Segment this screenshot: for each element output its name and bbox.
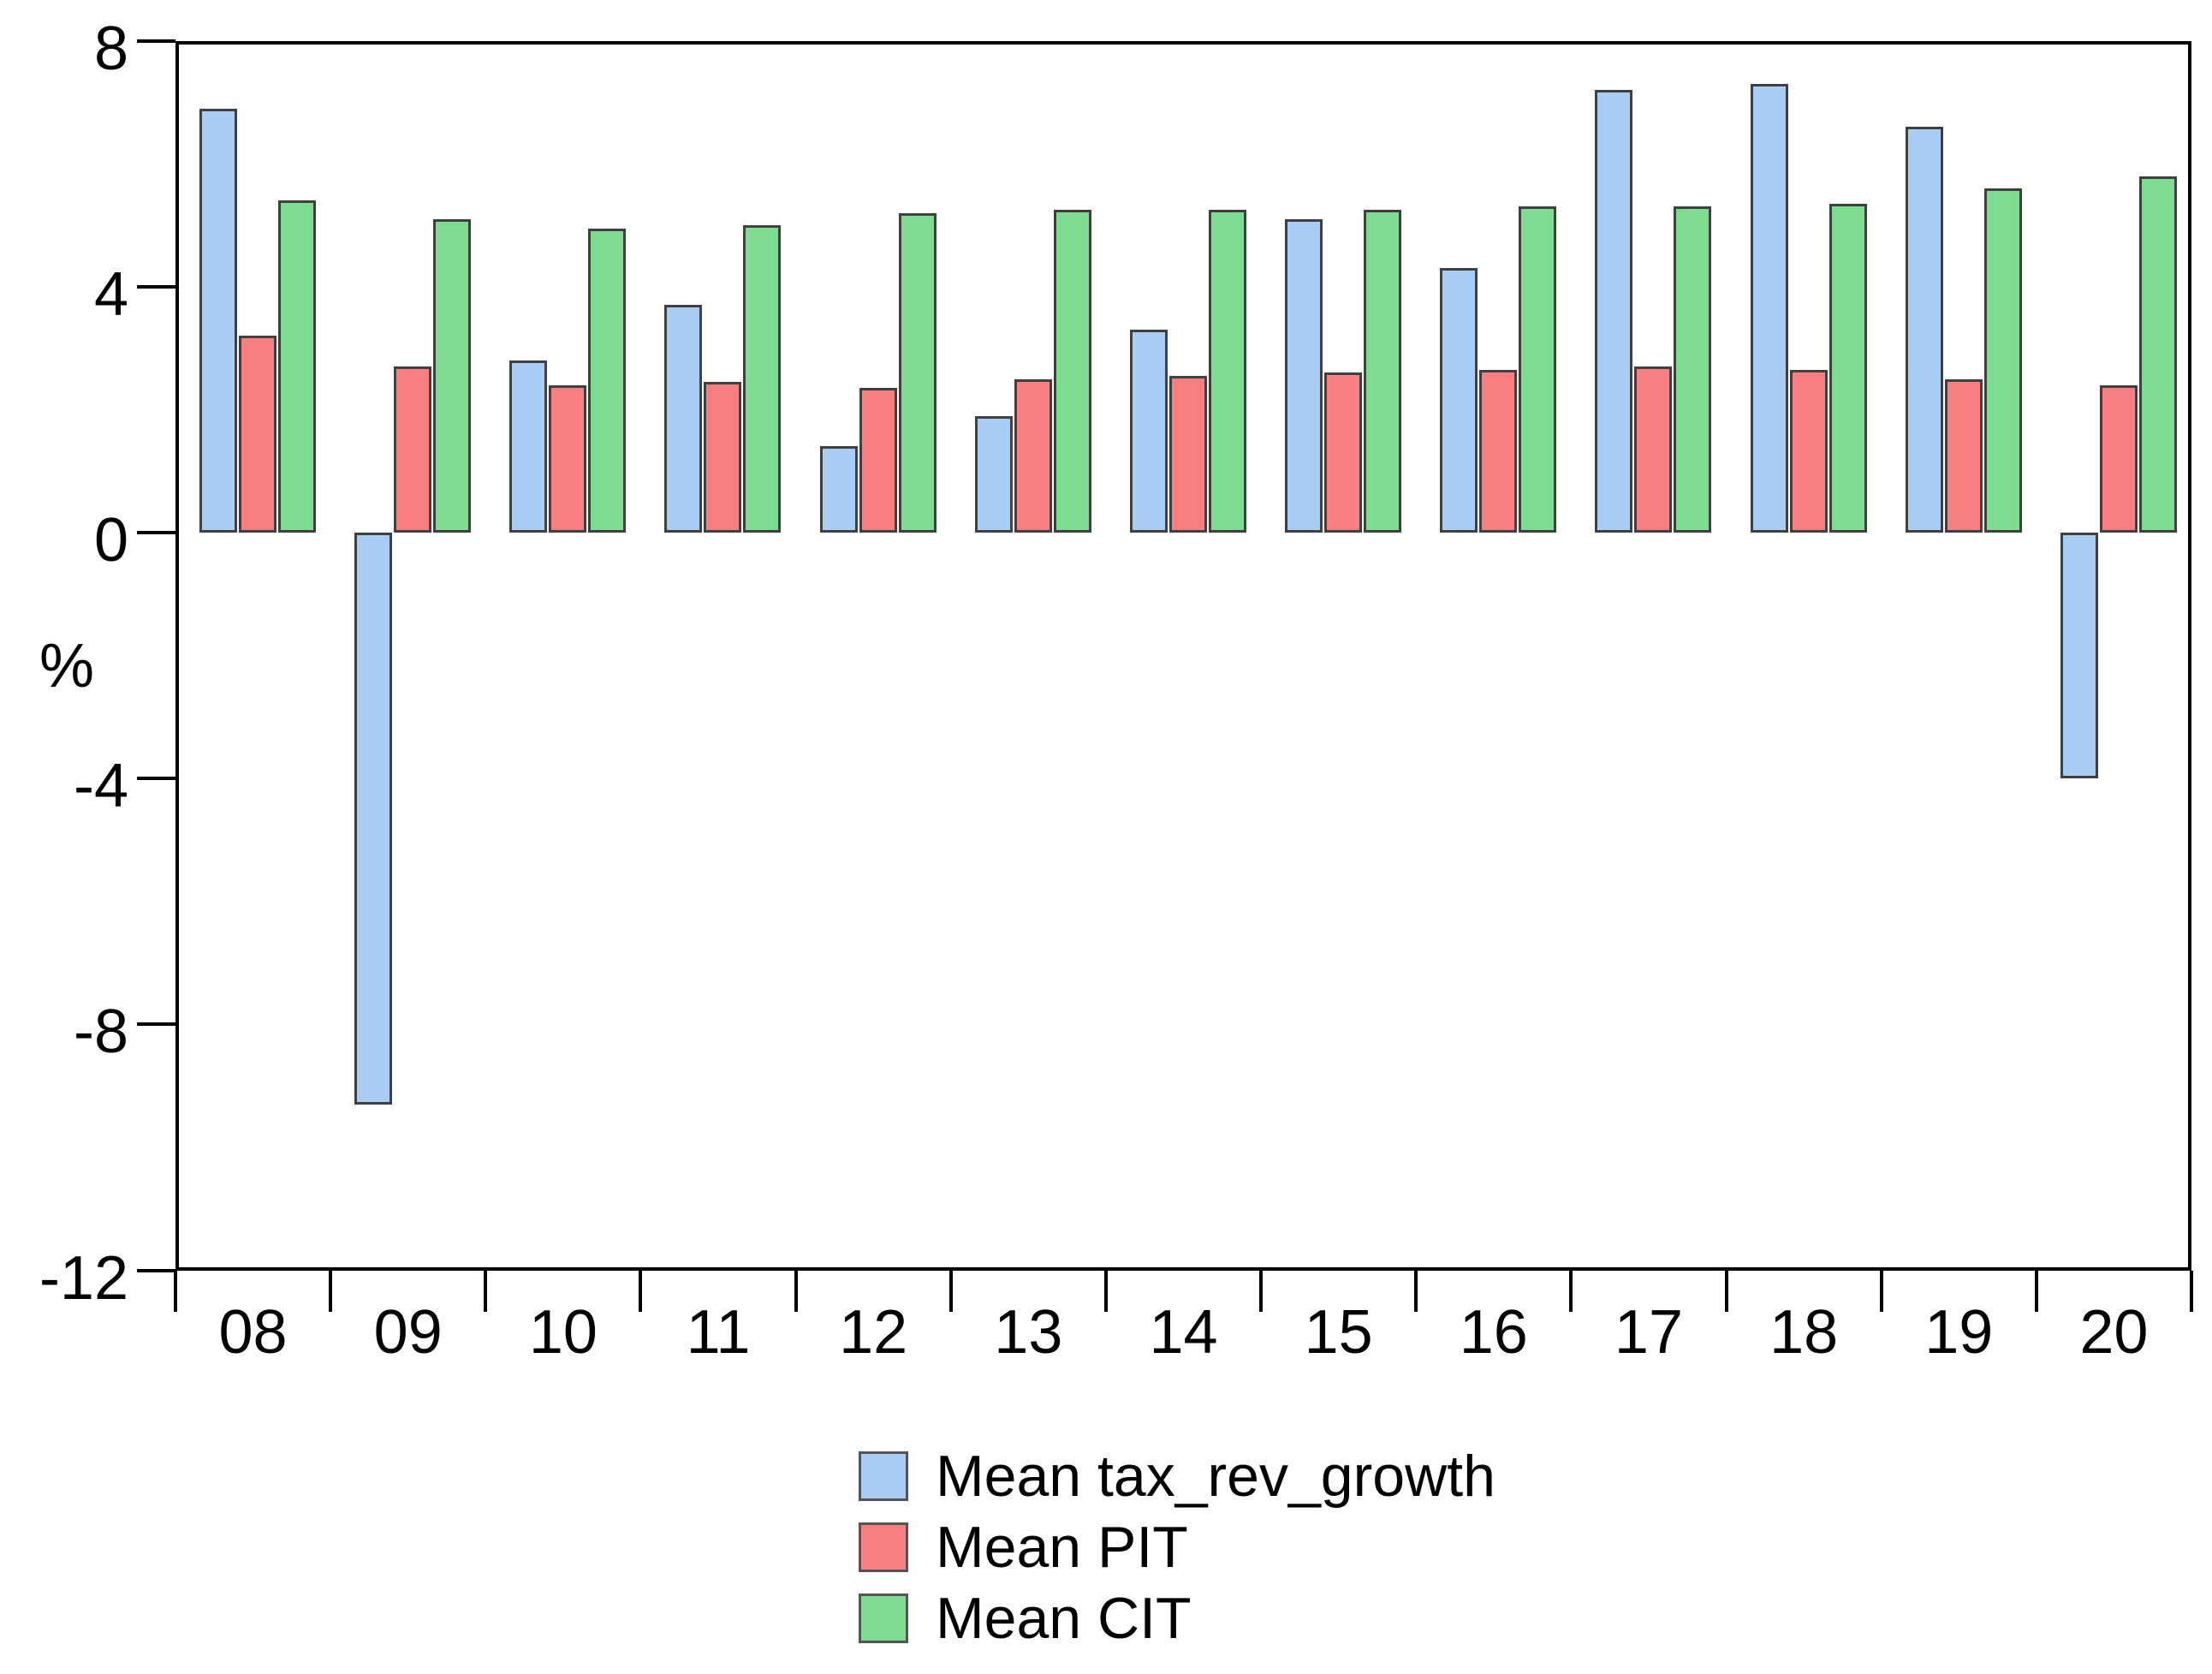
x-axis-tick-label: 16: [1459, 1298, 1528, 1367]
x-axis-tick-mark: [329, 1271, 333, 1312]
x-axis-tick-label: 18: [1769, 1298, 1839, 1367]
bar-mean-tax_rev_growth-17: [1595, 90, 1633, 533]
plot-area: [175, 41, 2191, 1271]
bar-mean-cit-16: [1519, 206, 1557, 533]
x-axis-tick-label: 17: [1614, 1298, 1683, 1367]
legend-swatch-icon: [859, 1522, 908, 1572]
legend-entry: Mean tax_rev_growth: [859, 1447, 1495, 1505]
bar-mean-tax_rev_growth-16: [1440, 268, 1478, 533]
x-axis-tick-label: 20: [2079, 1298, 2149, 1367]
x-axis-tick-label: 13: [994, 1298, 1063, 1367]
legend-label: Mean PIT: [936, 1515, 1188, 1580]
x-axis-tick-mark: [1724, 1271, 1728, 1312]
bar-mean-cit-15: [1364, 210, 1402, 533]
bar-mean-tax_rev_growth-08: [199, 108, 237, 533]
x-axis-tick-label: 19: [1924, 1298, 1994, 1367]
bar-mean-pit-13: [1014, 378, 1052, 533]
y-axis-tick-mark: [137, 39, 175, 43]
y-axis-tick-label: 0: [93, 506, 128, 575]
bar-mean-pit-20: [2099, 384, 2138, 533]
legend-swatch-icon: [859, 1594, 908, 1643]
y-axis-tick-mark: [137, 777, 175, 781]
bar-mean-cit-19: [1983, 188, 2022, 533]
y-axis-tick-label: 4: [93, 259, 128, 329]
x-axis-tick-label: 12: [839, 1298, 908, 1367]
bar-mean-tax_rev_growth-13: [974, 415, 1013, 533]
bar-mean-cit-18: [1828, 203, 1867, 533]
legend-entry: Mean PIT: [859, 1518, 1495, 1576]
x-axis-tick-mark: [1879, 1271, 1883, 1312]
y-axis-tick-label: -4: [73, 752, 128, 821]
bar-mean-cit-14: [1208, 210, 1246, 533]
x-axis-tick-label: 10: [528, 1298, 598, 1367]
bar-mean-cit-09: [433, 218, 472, 533]
bar-mean-cit-20: [2138, 176, 2177, 533]
x-axis-tick-mark: [794, 1271, 798, 1312]
bar-mean-tax_rev_growth-12: [819, 446, 858, 533]
bar-mean-pit-11: [704, 382, 742, 533]
bar-mean-cit-08: [278, 200, 316, 533]
bar-mean-cit-11: [743, 225, 782, 533]
bar-mean-pit-18: [1789, 369, 1828, 533]
x-axis-tick-label: 11: [686, 1298, 751, 1367]
x-axis-tick-mark: [1103, 1271, 1108, 1312]
x-axis-tick-mark: [948, 1271, 953, 1312]
bar-mean-cit-17: [1674, 206, 1712, 533]
x-axis-tick-mark: [639, 1271, 643, 1312]
bar-mean-tax_rev_growth-14: [1129, 330, 1168, 533]
bar-mean-pit-08: [239, 336, 276, 533]
y-axis-tick-mark: [137, 531, 175, 534]
y-axis-title: %: [39, 632, 95, 700]
x-axis-tick-mark: [1259, 1271, 1264, 1312]
legend-label: Mean tax_rev_growth: [936, 1444, 1495, 1509]
y-axis-tick-label: -8: [73, 998, 128, 1067]
bar-mean-tax_rev_growth-15: [1285, 218, 1323, 533]
legend: Mean tax_rev_growth Mean PIT Mean CIT: [859, 1447, 1495, 1647]
x-axis-tick-mark: [2190, 1271, 2193, 1312]
bar-mean-pit-17: [1634, 366, 1673, 533]
bar-mean-pit-16: [1479, 369, 1518, 533]
bar-mean-tax_rev_growth-09: [354, 533, 393, 1105]
x-axis-tick-label: 08: [218, 1298, 288, 1367]
bar-mean-pit-12: [859, 388, 897, 533]
bar-mean-cit-13: [1053, 210, 1091, 533]
bar-mean-pit-09: [394, 366, 432, 533]
y-axis-tick-mark: [137, 1022, 175, 1027]
y-axis-tick-label: 8: [93, 14, 128, 83]
x-axis-tick-label: 09: [373, 1298, 443, 1367]
legend-label: Mean CIT: [936, 1586, 1192, 1651]
legend-entry: Mean CIT: [859, 1589, 1495, 1647]
bar-mean-cit-12: [898, 212, 937, 533]
bar-mean-pit-15: [1324, 372, 1363, 533]
x-axis-tick-mark: [2034, 1271, 2038, 1312]
x-axis-tick-mark: [174, 1271, 177, 1312]
y-axis-tick-label: -12: [39, 1243, 128, 1313]
bar-mean-tax_rev_growth-11: [664, 305, 703, 533]
y-axis-tick-mark: [137, 284, 175, 289]
x-axis-tick-label: 14: [1149, 1298, 1218, 1367]
bar-mean-tax_rev_growth-19: [1905, 127, 1943, 533]
bar-mean-cit-10: [588, 228, 627, 533]
legend-swatch-icon: [859, 1451, 908, 1501]
x-axis-tick-mark: [484, 1271, 488, 1312]
bar-mean-pit-14: [1168, 375, 1207, 533]
bar-mean-pit-10: [549, 384, 587, 533]
x-axis-tick-label: 15: [1304, 1298, 1373, 1367]
y-axis-tick-mark: [137, 1268, 175, 1272]
bar-mean-tax_rev_growth-18: [1750, 83, 1788, 533]
x-axis-tick-mark: [1569, 1271, 1573, 1312]
bar-mean-tax_rev_growth-10: [509, 360, 548, 533]
x-axis-tick-mark: [1414, 1271, 1418, 1312]
bar-mean-tax_rev_growth-20: [2060, 533, 2098, 779]
bar-mean-pit-19: [1944, 378, 1983, 533]
